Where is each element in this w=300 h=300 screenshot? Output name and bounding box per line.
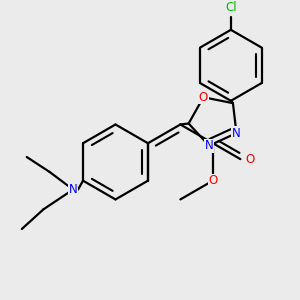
Text: O: O — [208, 174, 218, 187]
Text: N: N — [232, 127, 241, 140]
Text: O: O — [246, 153, 255, 166]
Text: O: O — [199, 91, 208, 104]
Text: Cl: Cl — [225, 1, 237, 13]
Text: N: N — [205, 139, 213, 152]
Text: N: N — [69, 183, 77, 196]
